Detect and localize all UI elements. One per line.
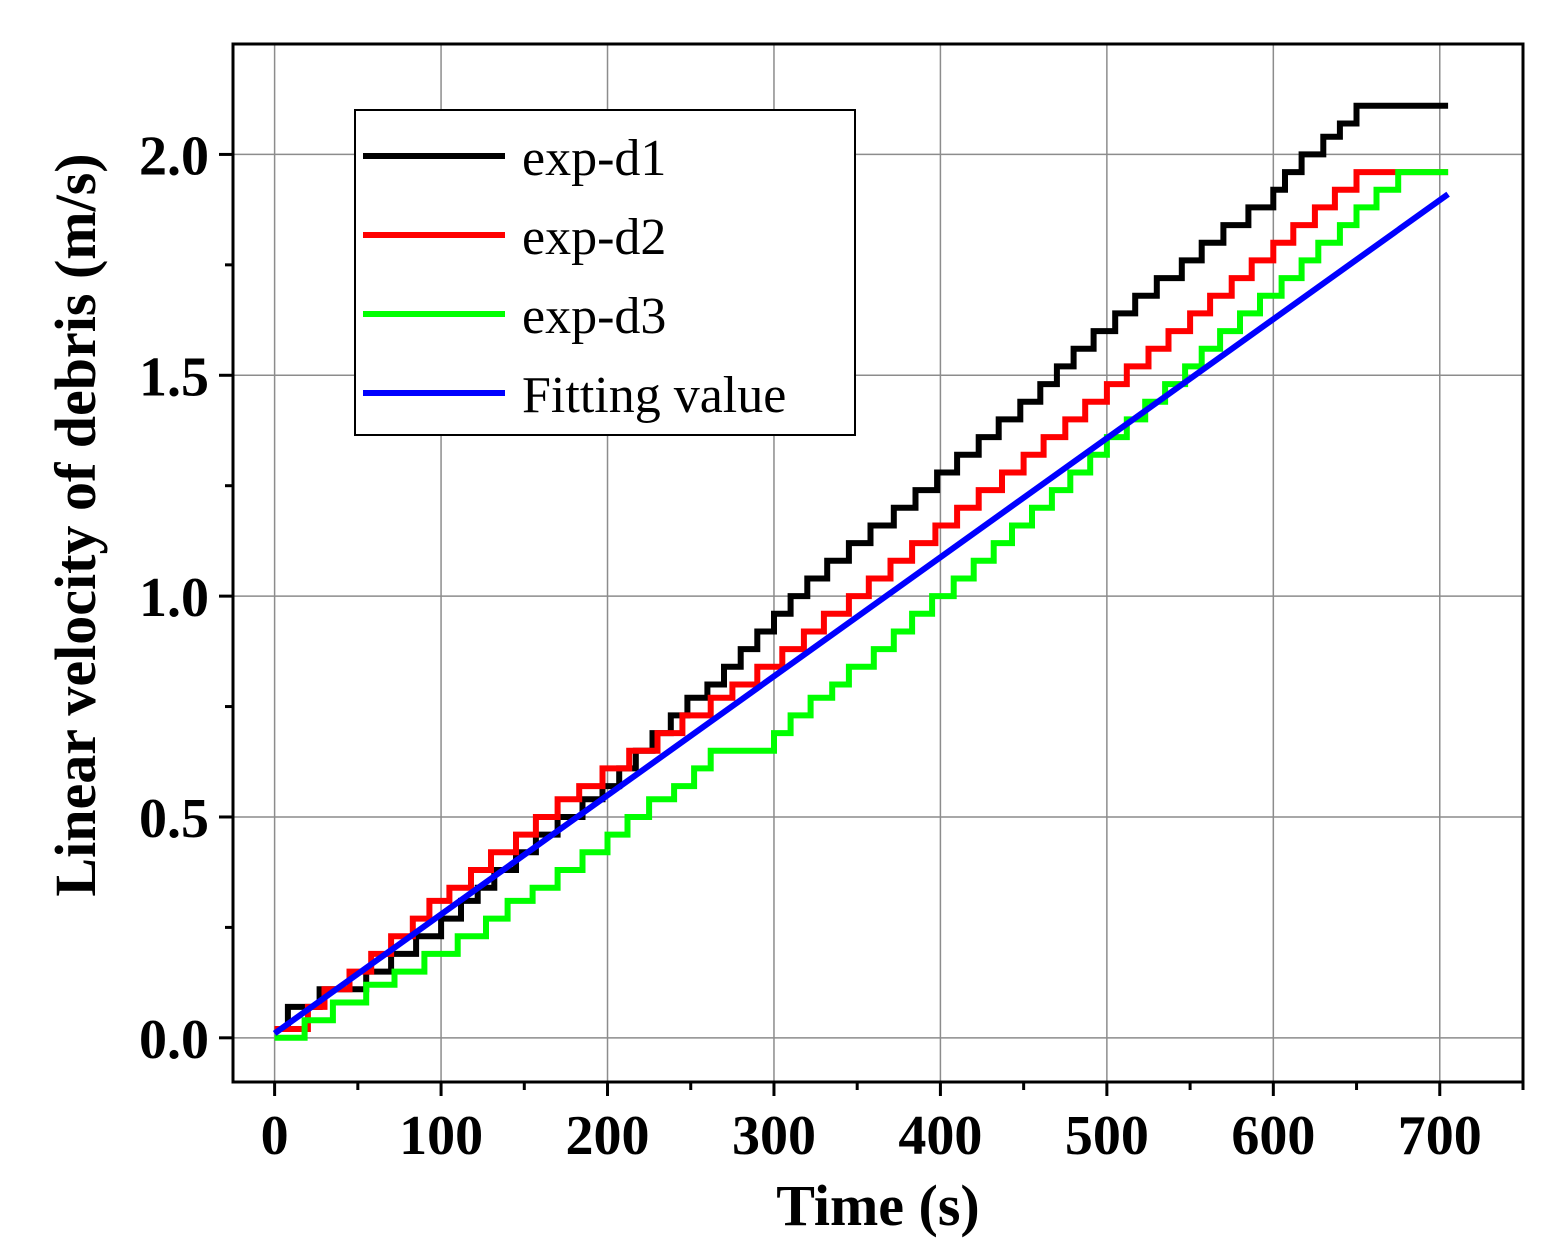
legend-label-exp-d1: exp-d1 <box>522 130 666 187</box>
y-tick-label: 0.5 <box>139 788 209 850</box>
x-tick-label: 600 <box>1231 1105 1315 1167</box>
ticks: 0 100 200 300 400 500 600 700 0.0 0.5 1.0 1.5 2.0 <box>139 125 1525 1167</box>
legend-label-exp-d2: exp-d2 <box>522 209 666 266</box>
y-tick-label: 1.0 <box>139 567 209 629</box>
axes <box>231 42 1525 1084</box>
plot-frame <box>231 42 1525 1084</box>
x-tick-label: 0 <box>261 1105 289 1167</box>
x-tick-label: 500 <box>1065 1105 1149 1167</box>
legend-box <box>354 109 856 436</box>
x-tick-label: 100 <box>399 1105 483 1167</box>
y-tick-label: 1.5 <box>139 346 209 408</box>
plot-series <box>272 102 1450 1041</box>
x-tick-label: 200 <box>566 1105 650 1167</box>
series-line-fitting-value <box>272 191 1450 1036</box>
legend-label-fitting-value: Fitting value <box>522 367 786 424</box>
x-tick-label: 300 <box>732 1105 816 1167</box>
y-tick-label: 0.0 <box>139 1009 209 1071</box>
x-tick-label: 400 <box>898 1105 982 1167</box>
x-axis-title: Time (s) <box>776 1173 980 1238</box>
series-line-exp-d2 <box>274 169 1449 1032</box>
legend-label-exp-d3: exp-d3 <box>522 288 666 345</box>
y-tick-label: 2.0 <box>139 125 209 187</box>
series-line-exp-d3 <box>274 169 1449 1041</box>
x-tick-label: 700 <box>1398 1105 1482 1167</box>
legend: exp-d1 exp-d2 exp-d3 Fitting value <box>354 109 856 436</box>
y-axis-title: Linear velocity of debris (m/s) <box>43 153 108 896</box>
